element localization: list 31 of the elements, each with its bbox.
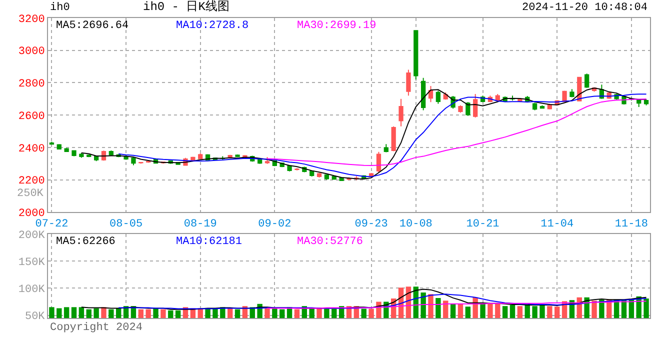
text: MA5:2696.64 — [56, 20, 130, 32]
text: MA10:2728.8 — [176, 20, 249, 32]
x-tick-label: 11-18 — [614, 218, 648, 230]
x-tick-label: 10-21 — [466, 218, 500, 230]
y-tick-label: 100K — [18, 284, 46, 296]
x-tick-label: 07-22 — [35, 218, 68, 230]
y-tick-label: 2600 — [18, 110, 45, 123]
chart-subtitle: 2024-11-20 10:48:04 — [522, 2, 648, 14]
y-tick-label: 50K — [24, 311, 46, 324]
y-tick-label: 150K — [18, 256, 46, 269]
y-tick-label: 2800 — [18, 78, 45, 91]
x-tick-label: 09-02 — [258, 218, 292, 230]
text: Copyright 2024 — [50, 322, 143, 334]
y-tick-label: 3200 — [18, 14, 45, 26]
x-tick-label: 11-04 — [540, 218, 574, 230]
x-tick-label: 10-08 — [399, 218, 432, 230]
y-tick-label: 200K — [18, 230, 46, 242]
x-tick-label: 09-23 — [354, 218, 388, 230]
y-tick-label: 2000 — [18, 208, 45, 220]
y-tick-label: 2200 — [18, 176, 45, 188]
text: ih0 — [50, 2, 70, 14]
text: MA30:2699.19 — [297, 20, 376, 32]
x-tick-label: 08-05 — [110, 218, 143, 230]
y-tick-label: 3000 — [18, 46, 45, 58]
chart-title: ih0 - 日K线图 — [143, 0, 230, 14]
x-tick-label: 08-19 — [184, 218, 217, 230]
y-tick-label: 2400 — [18, 143, 45, 156]
text: MA5:62266 — [56, 236, 116, 248]
text: 250K — [17, 188, 44, 200]
text: MA30:52776 — [297, 236, 364, 248]
text: MA10:62181 — [176, 236, 242, 248]
